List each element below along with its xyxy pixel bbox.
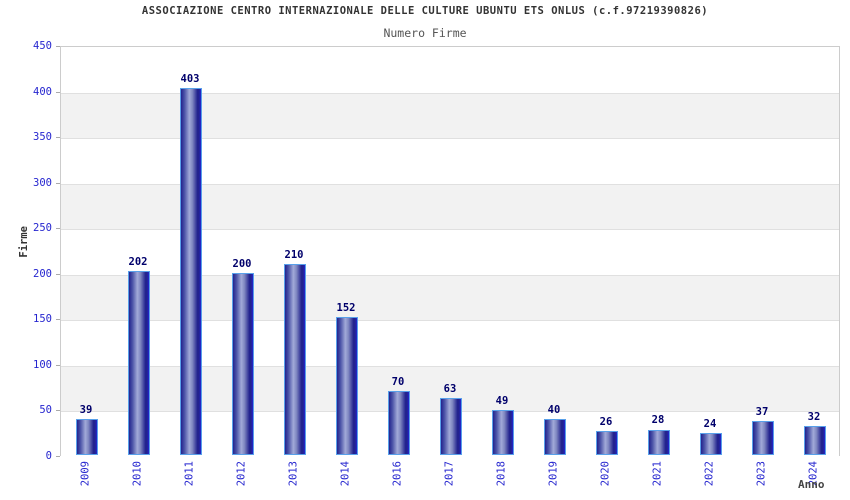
- y-band: [61, 229, 839, 275]
- bar-value-label: 49: [495, 395, 509, 408]
- bar: [388, 391, 410, 455]
- x-tick-label-text: 2014: [339, 461, 352, 487]
- bar: [284, 263, 306, 455]
- x-tick-label-text: 2011: [183, 461, 196, 487]
- y-tick-mark: [56, 364, 60, 366]
- y-band: [61, 274, 839, 321]
- y-tick-mark: [56, 91, 60, 93]
- x-tick-label-text: 2021: [651, 461, 664, 487]
- bar-value-label: 403: [180, 72, 200, 85]
- bar-value-label: 200: [232, 257, 252, 270]
- bar: [752, 421, 774, 455]
- y-grid-line: [61, 229, 839, 231]
- bar: [544, 418, 566, 455]
- bar-value-label: 28: [651, 414, 665, 427]
- bar: [492, 410, 514, 455]
- x-tick-label-text: 2009: [79, 461, 92, 487]
- x-tick-label: 2018: [493, 461, 512, 486]
- bar: [128, 270, 150, 455]
- y-grid-line: [61, 183, 839, 185]
- y-grid-line: [61, 92, 839, 94]
- bar-value-label: 210: [284, 248, 304, 261]
- bar-value-label: 70: [391, 376, 405, 389]
- x-tick-label: 2022: [701, 461, 720, 486]
- x-tick-label-text: 2022: [703, 461, 716, 487]
- x-tick-label-text: 2018: [495, 461, 508, 487]
- bar-value-label: 32: [807, 410, 821, 423]
- x-tick-label: 2011: [181, 461, 200, 486]
- x-tick-label-text: 2012: [235, 461, 248, 487]
- y-tick-label: 450: [33, 40, 52, 52]
- y-tick-mark: [56, 46, 60, 47]
- y-tick-mark: [56, 456, 60, 457]
- bar-value-label: 63: [443, 382, 457, 395]
- bar: [596, 431, 618, 455]
- x-tick-label-text: 2023: [755, 461, 768, 487]
- bar-value-label: 152: [336, 301, 356, 314]
- x-tick-label: 2012: [233, 461, 252, 486]
- y-tick-mark: [56, 319, 60, 321]
- x-tick-label: 2014: [337, 461, 356, 486]
- x-tick-label: 2010: [129, 461, 148, 486]
- plot-area: [60, 46, 840, 457]
- y-tick-label: 350: [33, 131, 52, 144]
- y-tick-label: 50: [39, 404, 52, 417]
- y-tick-mark: [56, 182, 60, 184]
- y-grid-line: [61, 365, 839, 367]
- x-tick-label: 2013: [285, 461, 304, 486]
- y-tick-label: 100: [33, 358, 52, 371]
- x-tick-label-text: 2013: [287, 461, 300, 487]
- y-tick-label: 0: [45, 450, 52, 462]
- x-tick-label-text: 2017: [443, 461, 456, 487]
- bar-value-label: 37: [755, 406, 769, 419]
- bar: [804, 425, 826, 455]
- bar: [76, 419, 98, 455]
- y-tick-label: 200: [33, 267, 52, 280]
- bar-value-label: 26: [599, 416, 613, 429]
- x-tick-label: 2021: [649, 461, 668, 486]
- chart-subtitle: Numero Firme: [383, 26, 467, 40]
- y-tick-mark: [56, 137, 60, 139]
- x-tick-label: 2017: [441, 461, 460, 486]
- y-band: [61, 47, 839, 93]
- x-tick-label-text: 2020: [599, 461, 612, 487]
- y-tick-label: 400: [33, 85, 52, 98]
- x-tick-label-text: 2019: [547, 461, 560, 487]
- y-tick-mark: [56, 228, 60, 230]
- y-axis-title: Firme: [18, 226, 30, 258]
- y-tick-mark: [56, 273, 60, 275]
- bar: [180, 87, 202, 455]
- bar: [440, 397, 462, 455]
- y-grid-line: [61, 138, 839, 140]
- y-tick-label: 150: [33, 313, 52, 326]
- y-tick-label: 300: [33, 176, 52, 189]
- y-tick-label: 250: [33, 222, 52, 235]
- y-grid-line: [61, 274, 839, 276]
- x-tick-label: 2023: [753, 461, 772, 486]
- bar-value-label: 39: [79, 404, 93, 417]
- bar: [336, 316, 358, 455]
- x-tick-label: 2009: [77, 461, 96, 486]
- y-band: [61, 183, 839, 230]
- chart-title: ASSOCIAZIONE CENTRO INTERNAZIONALE DELLE…: [141, 5, 709, 17]
- y-grid-line: [61, 320, 839, 322]
- bar-value-label: 24: [703, 418, 717, 431]
- bar: [232, 272, 254, 455]
- bar: [700, 433, 722, 455]
- y-band: [61, 320, 839, 366]
- y-tick-mark: [56, 410, 60, 412]
- x-tick-label: 2020: [597, 461, 616, 486]
- bar: [648, 429, 670, 455]
- x-tick-label: 2016: [389, 461, 408, 486]
- x-axis-title: Anno: [798, 478, 825, 491]
- x-tick-label-text: 2010: [131, 461, 144, 487]
- y-band: [61, 92, 839, 139]
- bar-value-label: 40: [547, 403, 561, 416]
- x-tick-label: 2019: [545, 461, 564, 486]
- bar-value-label: 202: [128, 255, 148, 268]
- y-band: [61, 138, 839, 184]
- x-tick-label-text: 2016: [391, 461, 404, 487]
